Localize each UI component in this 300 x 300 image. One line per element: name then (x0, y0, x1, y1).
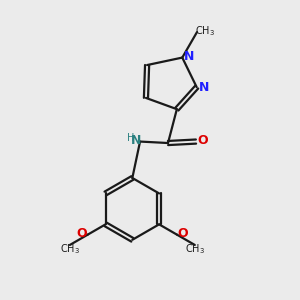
Text: N: N (131, 134, 141, 147)
Text: H: H (127, 133, 134, 143)
Text: N: N (184, 50, 194, 63)
Text: O: O (177, 227, 188, 240)
Text: O: O (197, 134, 208, 147)
Text: O: O (77, 227, 87, 240)
Text: N: N (199, 81, 209, 94)
Text: CH$_3$: CH$_3$ (60, 242, 80, 256)
Text: CH$_3$: CH$_3$ (195, 24, 215, 38)
Text: CH$_3$: CH$_3$ (185, 242, 205, 256)
